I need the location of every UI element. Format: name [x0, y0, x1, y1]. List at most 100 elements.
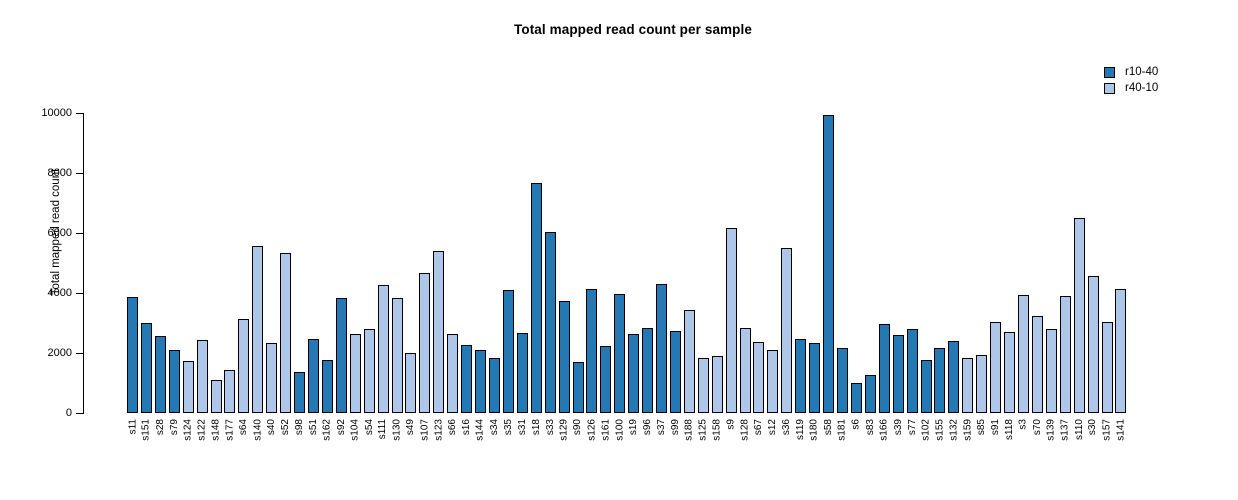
bar-s98	[294, 372, 306, 413]
x-tick-label: s67	[753, 419, 765, 436]
bar-s180	[809, 343, 821, 413]
bar-s181	[837, 348, 849, 413]
x-label-slot: s166	[879, 419, 890, 489]
x-tick-label: s34	[488, 419, 500, 436]
bar-s37	[656, 284, 668, 413]
x-tick-label: s39	[892, 419, 904, 436]
x-label-slot: s96	[642, 419, 653, 489]
bar-s33	[544, 231, 556, 413]
bar-s162	[321, 360, 333, 413]
x-tick-label: s30	[1087, 419, 1099, 436]
legend-item-r10-40: r10-40	[1104, 64, 1158, 80]
bar-s54	[363, 328, 375, 413]
x-label-slot: s31	[517, 419, 528, 489]
x-tick-label: s40	[266, 419, 278, 436]
y-tick-label: 10000	[41, 107, 72, 119]
x-tick-label: s126	[586, 419, 598, 441]
bar-s58	[823, 114, 835, 413]
x-tick-label: s12	[767, 419, 779, 436]
x-tick-label: s85	[976, 419, 988, 436]
x-label-slot: s125	[698, 419, 709, 489]
bar-s77	[906, 329, 918, 413]
y-tick-mark	[76, 293, 83, 294]
y-tick-label: 6000	[47, 227, 72, 239]
x-label-slot: s6	[851, 419, 862, 489]
x-label-slot: s110	[1074, 419, 1085, 489]
x-tick-label: s180	[809, 419, 821, 441]
x-label-slot: s157	[1102, 419, 1113, 489]
x-tick-label: s58	[823, 419, 835, 436]
bar-s83	[864, 374, 876, 413]
y-tick-label: 4000	[47, 287, 72, 299]
x-tick-label: s157	[1101, 419, 1113, 441]
x-tick-label: s28	[154, 419, 166, 436]
bar-s155	[934, 347, 946, 413]
x-axis-labels: s11 s151 s28 s79 s124 s122 s148 s177 s64 s140 s40 s…	[127, 419, 1127, 489]
bar-s151	[140, 323, 152, 413]
bar-s9	[725, 227, 737, 413]
bar-s122	[196, 340, 208, 413]
bar-s40	[266, 342, 278, 413]
x-tick-label: s137	[1059, 419, 1071, 441]
bar-s52	[280, 253, 292, 413]
bar-s19	[628, 334, 640, 413]
x-tick-label: s104	[349, 419, 361, 441]
x-tick-label: s141	[1115, 419, 1127, 441]
x-label-slot: s188	[684, 419, 695, 489]
x-tick-label: s79	[168, 419, 180, 436]
bar-s137	[1059, 296, 1071, 413]
bar-s118	[1004, 332, 1016, 413]
bar-s31	[516, 332, 528, 413]
x-label-slot: s123	[433, 419, 444, 489]
y-tick-mark	[76, 113, 83, 114]
x-label-slot: s39	[893, 419, 904, 489]
bar-s107	[419, 273, 431, 413]
x-label-slot: s140	[252, 419, 263, 489]
x-label-slot: s124	[183, 419, 194, 489]
bar-s166	[878, 323, 890, 413]
bar-s125	[697, 357, 709, 413]
bar-s177	[224, 369, 236, 413]
x-tick-label: s51	[307, 419, 319, 436]
chart-title: Total mapped read count per sample	[514, 22, 752, 37]
bar-s16	[461, 344, 473, 413]
x-label-slot: s51	[308, 419, 319, 489]
x-label-slot: s161	[600, 419, 611, 489]
x-tick-label: s158	[711, 419, 723, 441]
x-label-slot: s58	[823, 419, 834, 489]
x-tick-label: s111	[377, 419, 389, 440]
x-tick-label: s128	[739, 419, 751, 441]
bar-s39	[892, 335, 904, 413]
x-label-slot: s54	[364, 419, 375, 489]
x-label-slot: s30	[1088, 419, 1099, 489]
bar-s130	[391, 298, 403, 413]
bar-s96	[642, 327, 654, 413]
bar-s126	[586, 289, 598, 413]
x-label-slot: s37	[656, 419, 667, 489]
x-tick-label: s99	[669, 419, 681, 436]
x-label-slot: s28	[155, 419, 166, 489]
x-tick-label: s159	[962, 419, 974, 441]
x-label-slot: s144	[475, 419, 486, 489]
x-label-slot: s52	[280, 419, 291, 489]
x-tick-label: s162	[321, 419, 333, 441]
y-tick-label: 0	[65, 407, 72, 419]
x-label-slot: s64	[238, 419, 249, 489]
y-tick-label: 8000	[47, 167, 72, 179]
x-tick-label: s123	[433, 419, 445, 441]
x-label-slot: s181	[837, 419, 848, 489]
x-tick-label: s125	[697, 419, 709, 441]
bar-s18	[530, 182, 542, 413]
x-tick-label: s31	[516, 419, 528, 436]
x-label-slot: s128	[740, 419, 751, 489]
bar-s128	[739, 327, 751, 413]
x-label-slot: s92	[336, 419, 347, 489]
x-label-slot: s100	[614, 419, 625, 489]
bar-s91	[990, 321, 1002, 413]
x-tick-label: s66	[447, 419, 459, 436]
x-label-slot: s155	[934, 419, 945, 489]
bar-s159	[962, 358, 974, 413]
x-label-slot: s98	[294, 419, 305, 489]
y-tick-mark	[76, 173, 83, 174]
bar-s99	[669, 330, 681, 413]
